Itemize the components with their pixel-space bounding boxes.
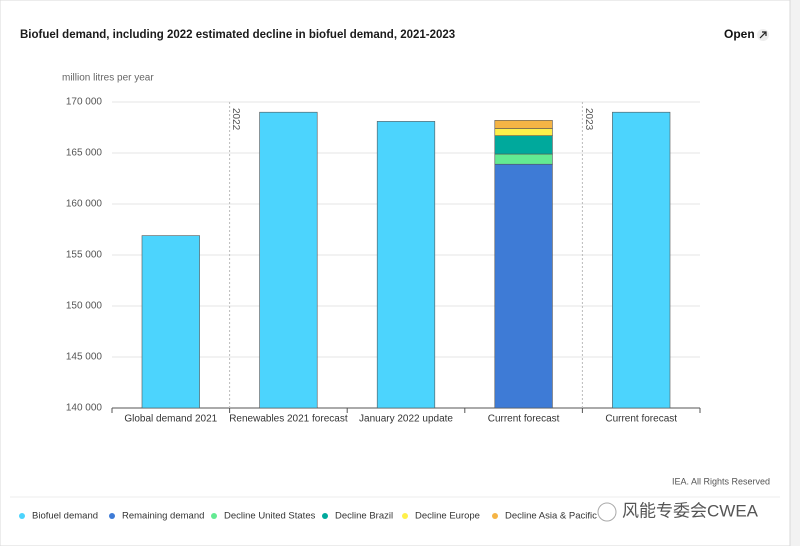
x-tick-label: Current forecast	[605, 414, 677, 425]
bar-segment	[494, 128, 553, 136]
bar-segment	[376, 121, 436, 409]
legend-marker	[402, 513, 408, 519]
annotation: 2022	[230, 108, 241, 131]
bar-segment	[494, 163, 553, 409]
source: IEA. All Rights Reserved	[672, 476, 770, 486]
legend-marker	[19, 513, 25, 519]
watermark-icon	[597, 502, 617, 522]
y-tick-label: 155 000	[66, 250, 103, 261]
open-button[interactable]: Open	[724, 27, 755, 41]
legend-label: Biofuel demand	[32, 511, 98, 522]
y-tick-label: 145 000	[66, 352, 103, 363]
y-axis-label: million litres per year	[62, 73, 154, 84]
legend-marker	[211, 513, 217, 519]
bar-segment	[494, 153, 553, 165]
watermark: 风能专委会CWEA	[622, 501, 759, 520]
legend-marker	[109, 513, 115, 519]
open-icon-arrow	[759, 31, 767, 39]
legend-label: Decline Brazil	[335, 511, 393, 522]
bar-segment	[141, 235, 200, 409]
y-tick-label: 140 000	[66, 403, 103, 414]
bar-segment	[612, 111, 671, 409]
legend-marker	[492, 513, 498, 519]
bar-segment	[494, 135, 553, 155]
y-tick-label: 165 000	[66, 148, 103, 159]
y-tick-label: 170 000	[66, 97, 103, 108]
legend-label: Decline Europe	[415, 511, 480, 522]
legend-marker	[322, 513, 328, 519]
bar-segment	[259, 111, 318, 409]
legend-label: Decline United States	[224, 511, 316, 522]
annotation: 2023	[583, 108, 594, 131]
x-tick-label: Renewables 2021 forecast	[229, 414, 348, 425]
y-tick-label: 160 000	[66, 199, 103, 210]
legend-label: Decline Asia & Pacific	[505, 511, 597, 522]
x-tick-label: January 2022 update	[359, 414, 453, 425]
chart-title: Biofuel demand, including 2022 estimated…	[20, 29, 455, 41]
y-tick-label: 150 000	[66, 301, 103, 312]
x-tick-label: Current forecast	[488, 414, 560, 425]
legend-label: Remaining demand	[122, 511, 204, 522]
bar-segment	[494, 120, 553, 129]
x-tick-label: Global demand 2021	[124, 414, 217, 425]
